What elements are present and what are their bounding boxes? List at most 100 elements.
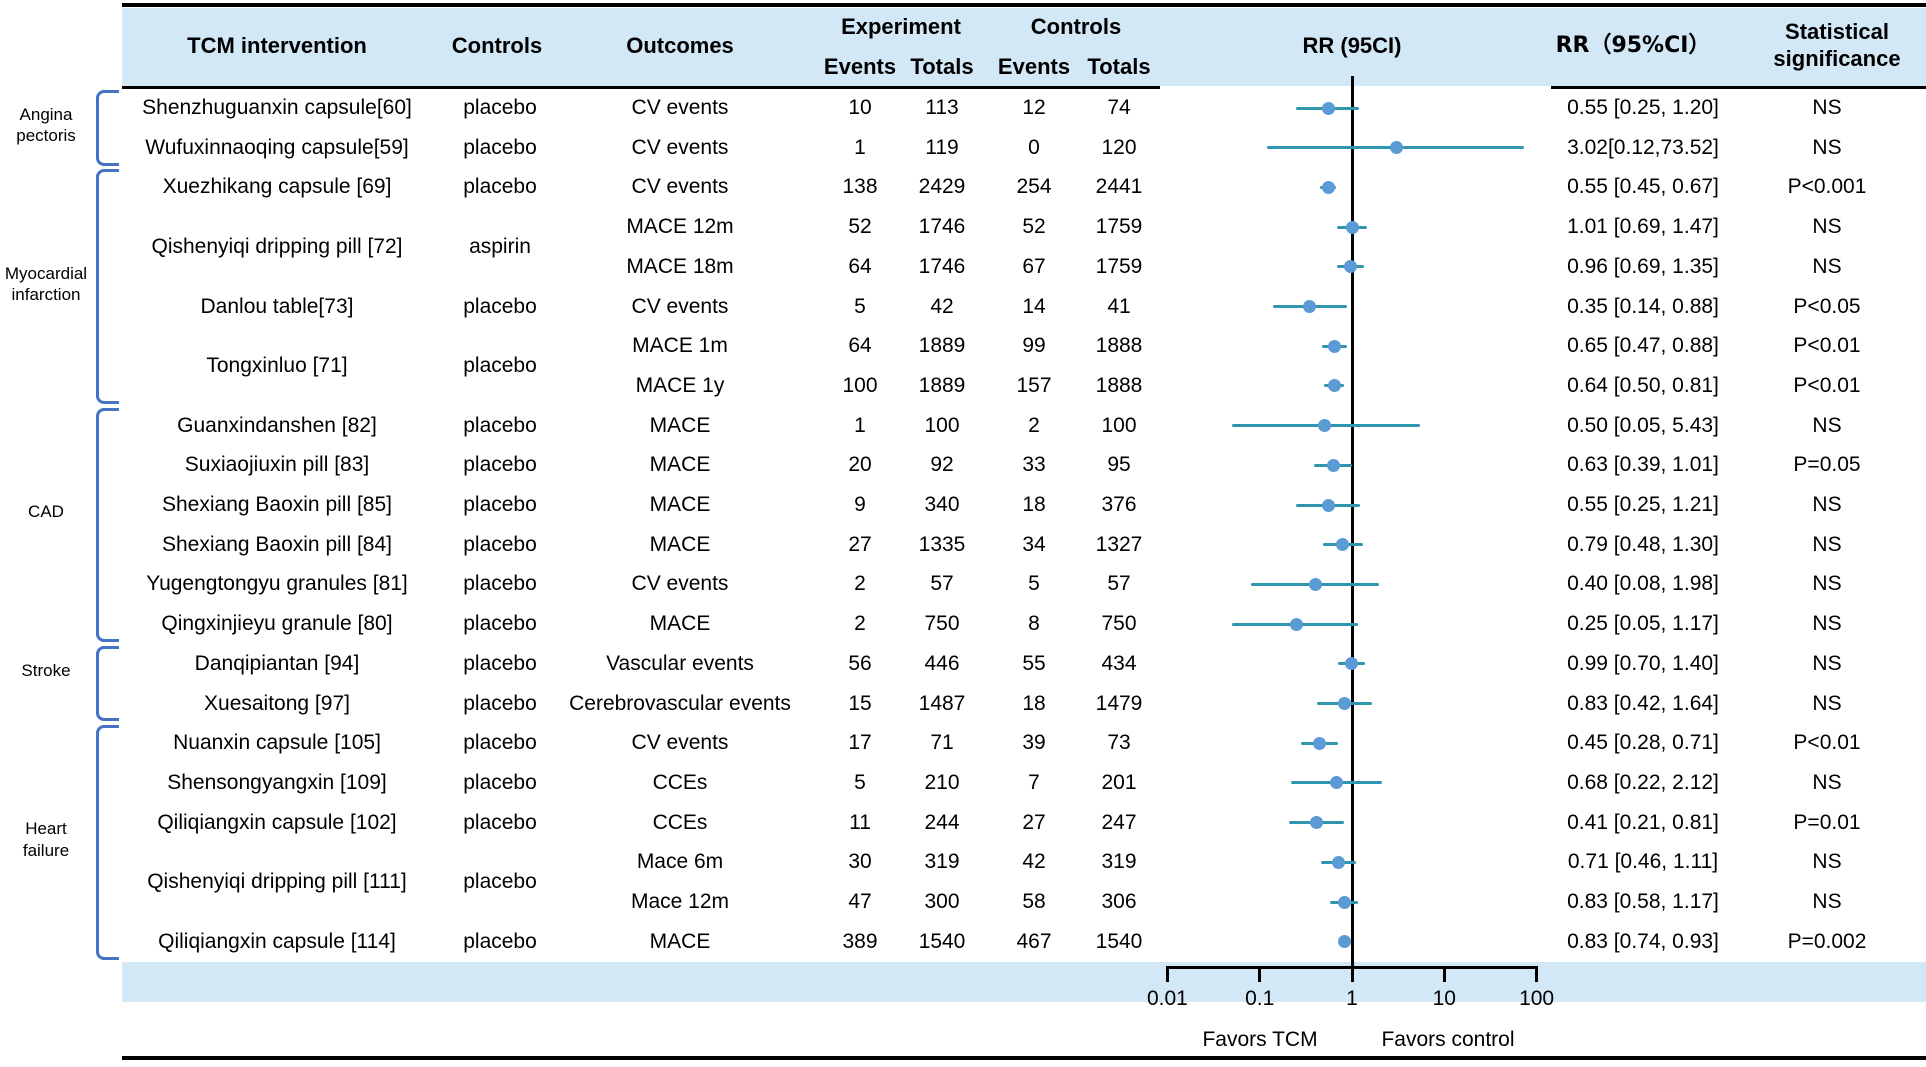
exp-totals-cell: 244 xyxy=(924,810,960,834)
x-axis-tick-label: 100 xyxy=(1519,987,1555,1010)
control-label: placebo xyxy=(463,731,537,755)
x-axis-tick xyxy=(1535,966,1539,982)
rr-value-cell: 0.25 [0.05, 1.17] xyxy=(1567,612,1719,636)
control-label: placebo xyxy=(463,651,537,675)
exp-totals-cell: 119 xyxy=(925,135,959,159)
ctl-totals-cell: 1479 xyxy=(1095,691,1143,715)
exp-totals-cell: 210 xyxy=(924,770,960,794)
ctl-events-cell: 12 xyxy=(1022,96,1046,119)
rr-value-cell: 0.55 [0.45, 0.67] xyxy=(1567,175,1719,199)
exp-events-cell: 389 xyxy=(842,929,878,953)
ctl-totals-cell: 1888 xyxy=(1095,373,1143,397)
ctl-totals-cell: 1540 xyxy=(1095,929,1143,953)
significance-cell: NS xyxy=(1812,770,1842,794)
exp-events-cell: 1 xyxy=(854,135,866,159)
col-header-controls: Controls xyxy=(451,33,543,58)
header-band xyxy=(122,8,1926,86)
rr-marker-dot xyxy=(1326,458,1340,472)
exp-events-cell: 15 xyxy=(848,691,872,715)
control-label: placebo xyxy=(463,294,537,318)
significance-cell: P=0.05 xyxy=(1793,453,1861,477)
control-label: placebo xyxy=(463,354,537,378)
control-label: placebo xyxy=(463,413,537,437)
outcome-cell: MACE xyxy=(649,413,711,437)
ctl-events-cell: 2 xyxy=(1028,413,1040,437)
group-label: Stroke xyxy=(21,660,71,680)
ctl-events-cell: 42 xyxy=(1022,850,1046,874)
rr-value-cell: 0.83 [0.42, 1.64] xyxy=(1567,691,1719,715)
favors-control-label: Favors control xyxy=(1381,1028,1515,1051)
outcome-cell: MACE xyxy=(649,612,711,636)
rr-marker-dot xyxy=(1309,816,1323,830)
rr-value-cell: 0.83 [0.58, 1.17] xyxy=(1567,890,1719,913)
col-header-tcm-intervention: TCM intervention xyxy=(187,33,367,58)
ctl-events-cell: 39 xyxy=(1022,731,1046,755)
significance-cell: NS xyxy=(1812,493,1842,516)
exp-totals-cell: 340 xyxy=(924,493,960,516)
outcome-cell: CV events xyxy=(631,294,729,318)
outcome-cell: CV events xyxy=(631,572,729,596)
significance-cell: NS xyxy=(1812,572,1842,596)
ctl-events-cell: 7 xyxy=(1028,770,1040,794)
rr-value-cell: 0.45 [0.28, 0.71] xyxy=(1567,731,1719,755)
rr-value-cell: 0.99 [0.70, 1.40] xyxy=(1567,651,1719,675)
ctl-totals-cell: 319 xyxy=(1101,850,1137,874)
exp-totals-cell: 57 xyxy=(930,572,954,596)
x-axis-tick-label: 0.1 xyxy=(1245,987,1275,1010)
intervention-label: Suxiaojiuxin pill [83] xyxy=(184,453,370,477)
exp-totals-cell: 1487 xyxy=(918,691,966,715)
control-label: placebo xyxy=(463,135,537,159)
rr-value-cell: 0.65 [0.47, 0.88] xyxy=(1567,334,1719,358)
x-axis-tick-label: 10 xyxy=(1432,987,1456,1010)
exp-events-cell: 20 xyxy=(848,453,872,477)
exp-events-cell: 2 xyxy=(854,572,866,596)
significance-cell: NS xyxy=(1812,96,1842,119)
ctl-events-cell: 27 xyxy=(1022,810,1046,834)
x-axis-tick-label: 0.01 xyxy=(1146,987,1188,1010)
exp-events-cell: 64 xyxy=(848,254,872,278)
exp-totals-cell: 446 xyxy=(924,651,960,675)
group-label: Angina pectoris xyxy=(16,104,76,146)
significance-cell: NS xyxy=(1812,215,1842,239)
significance-cell: P<0.001 xyxy=(1787,175,1867,199)
ctl-totals-cell: 247 xyxy=(1101,810,1137,834)
exp-events-cell: 10 xyxy=(848,96,872,119)
control-label: aspirin xyxy=(469,234,531,258)
control-label: placebo xyxy=(463,929,537,953)
ctl-totals-cell: 2441 xyxy=(1095,175,1143,199)
ctl-events-cell: 8 xyxy=(1028,612,1040,636)
exp-totals-cell: 113 xyxy=(925,96,959,119)
col-header-experiment-group: Experiment xyxy=(841,14,961,39)
intervention-label: Guanxindanshen [82] xyxy=(177,413,377,437)
ctl-events-cell: 0 xyxy=(1028,135,1040,159)
intervention-label: Shensongyangxin [109] xyxy=(167,770,387,794)
exp-totals-cell: 1889 xyxy=(918,334,966,358)
significance-cell: P=0.002 xyxy=(1787,929,1867,953)
header-underline-right xyxy=(1551,86,1926,89)
ctl-events-cell: 18 xyxy=(1022,691,1046,715)
outcome-cell: CCEs xyxy=(652,810,708,834)
intervention-label: Yugengtongyu granules [81] xyxy=(146,572,408,596)
group-label: CAD xyxy=(28,501,64,521)
exp-events-cell: 56 xyxy=(848,651,872,675)
rr-marker-dot xyxy=(1336,538,1350,552)
top-rule xyxy=(122,3,1926,7)
exp-events-cell: 27 xyxy=(848,532,872,556)
exp-events-cell: 2 xyxy=(854,612,866,636)
rr-value-cell: 0.40 [0.08, 1.98] xyxy=(1567,572,1719,596)
significance-cell: P<0.01 xyxy=(1793,373,1861,397)
x-axis-tick-label: 1 xyxy=(1346,987,1358,1010)
significance-cell: NS xyxy=(1812,254,1842,278)
rr-marker-dot xyxy=(1389,141,1403,155)
ctl-events-cell: 14 xyxy=(1022,294,1046,318)
col-header-controls-group: Controls xyxy=(1030,14,1122,39)
control-label: placebo xyxy=(463,612,537,636)
col-header-statistical-significance: Statistical significance xyxy=(1773,19,1901,71)
significance-cell: P=0.01 xyxy=(1793,810,1861,834)
rr-marker-dot xyxy=(1328,339,1342,353)
exp-events-cell: 52 xyxy=(848,215,872,239)
rr-value-cell: 1.01 [0.69, 1.47] xyxy=(1567,215,1719,239)
rr-value-cell: 0.68 [0.22, 2.12] xyxy=(1567,770,1719,794)
rr-marker-dot xyxy=(1289,617,1303,631)
control-label: placebo xyxy=(463,532,537,556)
